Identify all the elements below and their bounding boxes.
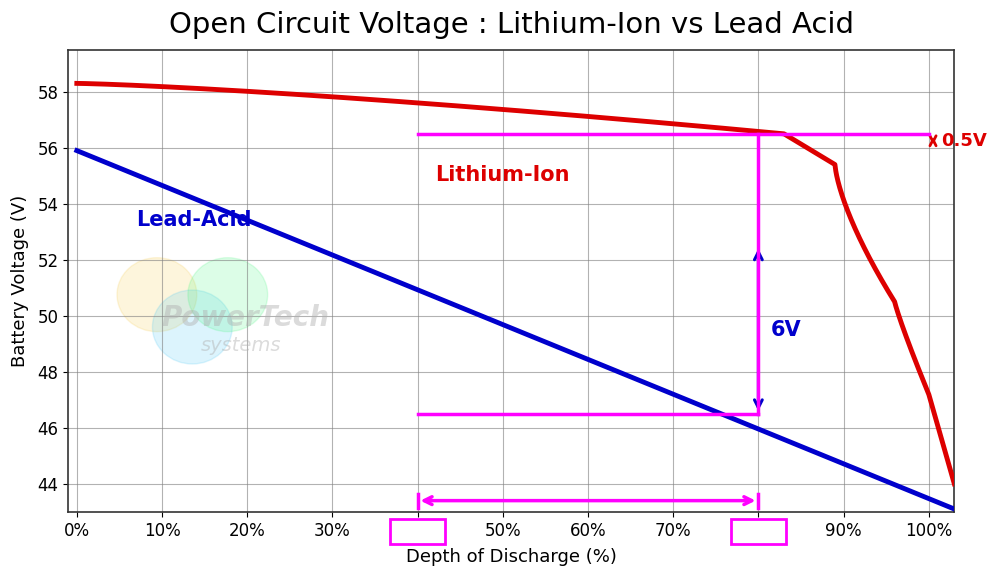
Ellipse shape	[117, 258, 197, 332]
Ellipse shape	[152, 290, 232, 364]
Text: Lead-Acid: Lead-Acid	[136, 210, 252, 230]
Text: systems: systems	[201, 336, 281, 355]
FancyBboxPatch shape	[731, 519, 786, 544]
FancyBboxPatch shape	[390, 519, 445, 544]
X-axis label: Depth of Discharge (%): Depth of Discharge (%)	[406, 548, 617, 566]
Text: 0.5V: 0.5V	[942, 132, 987, 150]
Text: Lithium-Ion: Lithium-Ion	[435, 166, 569, 185]
Ellipse shape	[188, 258, 268, 332]
Text: 6V: 6V	[771, 320, 802, 340]
Text: PowerTech: PowerTech	[161, 304, 329, 332]
Title: Open Circuit Voltage : Lithium-Ion vs Lead Acid: Open Circuit Voltage : Lithium-Ion vs Le…	[169, 11, 854, 39]
Y-axis label: Battery Voltage (V): Battery Voltage (V)	[11, 194, 29, 367]
